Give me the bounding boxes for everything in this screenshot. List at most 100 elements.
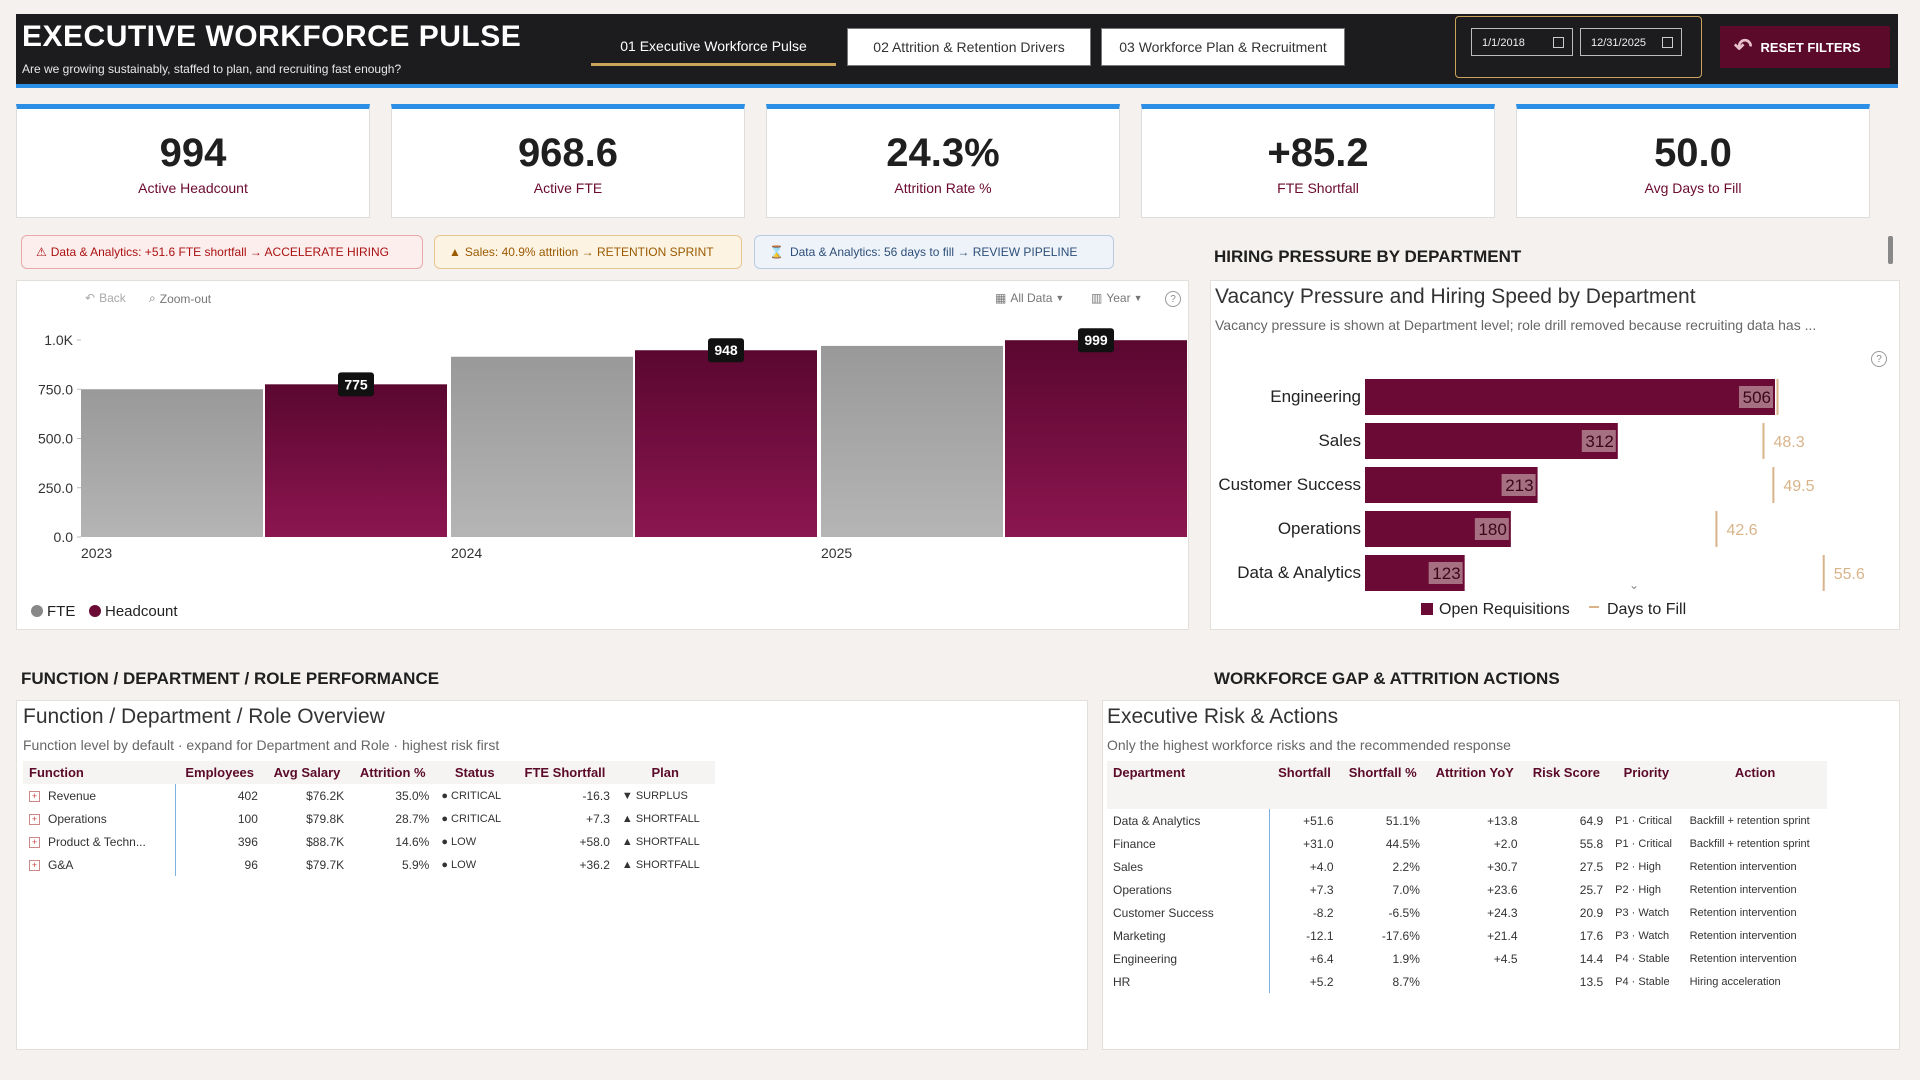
hiring-pressure-panel: Vacancy Pressure and Hiring Speed by Dep… [1210,280,1900,630]
reset-filters-button[interactable]: ↶ RESET FILTERS [1720,26,1890,68]
x-tick-label: 2023 [81,545,112,561]
headcount-bar[interactable] [1005,340,1187,537]
chevron-down-icon[interactable]: ⌄ [1629,578,1639,592]
fte-bar[interactable] [81,389,263,537]
category-label: Sales [1318,431,1361,450]
table-cell: P3 · Watch [1615,929,1670,942]
table-cell: 14.6% [395,834,430,849]
risk-table-subtitle: Only the highest workforce risks and the… [1107,737,1511,753]
kpi-value: 24.3% [886,131,1000,175]
table-row[interactable]: + Revenue 402 $76.2K 35.0% ● CRITICAL -16.3 ▼ S… [23,784,715,807]
kpi-label: Active Headcount [138,180,248,196]
fte-bar[interactable] [451,356,633,537]
table-row[interactable]: + Product & Techn... 396 $88.7K 14.6% ● LOW +5… [23,830,715,853]
function-table-subtitle: Function level by default · expand for D… [23,737,500,753]
column-header[interactable]: Employees [175,761,264,784]
alert-attrition[interactable]: ▲ Sales: 40.9% attrition → RETENTION SPRI… [434,235,742,269]
date-range-filter [1455,16,1702,78]
table-row[interactable]: Data & Analytics +51.6 51.1% +13.8 64.9 P1 · … [1107,809,1827,832]
bar-value-label: 312 [1585,432,1613,451]
table-cell: 96 [244,857,258,872]
open-requisitions-bar[interactable] [1365,423,1618,459]
table-cell: -6.5% [1388,905,1420,920]
table-cell: Backfill + retention sprint [1689,837,1810,850]
expand-icon[interactable]: + [29,859,40,871]
table-cell: +23.6 [1487,882,1518,897]
open-requisitions-bar[interactable] [1365,379,1775,415]
headcount-bar[interactable] [265,384,447,537]
headcount-bar[interactable] [635,350,817,537]
end-date-input[interactable]: 12/31/2025 [1580,28,1682,56]
column-header[interactable]: Attrition % [350,761,436,784]
risk-table: Department Shortfall Shortfall % Attrition … [1107,761,1827,993]
scrollbar-thumb[interactable] [1888,236,1893,264]
alert-days-to-fill[interactable]: ⌛ Data & Analytics: 56 days to fill → REV… [754,235,1114,269]
kpi-label: Active FTE [533,180,603,196]
table-cell: +2.0 [1493,836,1518,851]
tab-executive-workforce-pulse[interactable]: 01 Executive Workforce Pulse [591,28,836,66]
department-cell: Sales [1107,855,1270,878]
table-cell: -16.3 [582,788,610,803]
year-dropdown[interactable]: ▥ Year ▼ [1091,291,1143,305]
table-row[interactable]: HR +5.2 8.7% 13.5 P4 · Stable Hiring accelera… [1107,970,1827,993]
table-cell: 20.9 [1579,905,1604,920]
all-data-dropdown[interactable]: ▦ All Data ▼ [995,291,1064,305]
column-header[interactable]: Department [1107,761,1270,809]
column-header[interactable]: Action [1683,761,1827,809]
legend-label: Days to Fill [1607,601,1686,618]
help-icon[interactable]: ? [1165,291,1181,307]
days-to-fill-label: 55.6 [1834,566,1865,583]
expand-icon[interactable]: + [29,836,40,848]
column-header[interactable]: Shortfall % [1339,761,1426,809]
bar-value-label: 506 [1743,388,1771,407]
alert-text: Data & Analytics: +51.6 FTE shortfall → … [50,245,389,259]
tab-attrition-retention-drivers[interactable]: 02 Attrition & Retention Drivers [847,28,1091,66]
column-header[interactable]: Function [23,761,176,784]
expand-icon[interactable]: + [29,813,40,825]
header-accent-line [16,84,1898,88]
table-cell: +4.0 [1309,859,1334,874]
department-cell: HR [1107,970,1270,993]
bar-value-box [1581,430,1616,452]
bar-value-label: 213 [1505,476,1533,495]
help-icon[interactable]: ? [1871,351,1887,367]
table-cell: 100 [237,811,258,826]
table-cell: $76.2K [306,788,345,803]
column-header[interactable]: Priority [1609,761,1684,809]
alert-fte-shortfall[interactable]: ⚠ Data & Analytics: +51.6 FTE shortfall →… [21,235,423,269]
table-cell: ● CRITICAL [441,789,502,802]
magnifier-icon: ⌕ [149,291,156,305]
function-cell: + G&A [23,853,176,876]
department-cell: Finance [1107,832,1270,855]
table-cell: $79.7K [306,857,345,872]
department-cell: Customer Success [1107,901,1270,924]
kpi-value: 968.6 [517,131,619,175]
table-row[interactable]: Operations +7.3 7.0% +23.6 25.7 P2 · High Rete… [1107,878,1827,901]
table-cell: 5.9% [401,857,430,872]
table-row[interactable]: Sales +4.0 2.2% +30.7 27.5 P2 · High Retention… [1107,855,1827,878]
table-cell: 396 [237,834,258,849]
expand-icon[interactable]: + [29,790,40,802]
table-cell: 7.0% [1392,882,1420,897]
fte-bar[interactable] [821,345,1003,537]
table-cell: 35.0% [395,788,430,803]
column-header[interactable]: Plan [615,761,715,784]
column-header[interactable]: Attrition YoY [1425,761,1524,809]
table-row[interactable]: + G&A 96 $79.7K 5.9% ● LOW +36.2 ▲ SHORTFALL [23,853,715,876]
table-row[interactable]: Finance +31.0 44.5% +2.0 55.8 P1 · Critical Ba… [1107,832,1827,855]
column-header[interactable]: Status [435,761,515,784]
table-row[interactable]: + Operations 100 $79.8K 28.7% ● CRITICAL +7.3 ▲… [23,807,715,830]
start-date-input[interactable]: 1/1/2018 [1471,28,1573,56]
column-header[interactable]: Risk Score [1523,761,1610,809]
column-header[interactable]: Avg Salary [263,761,351,784]
table-cell: ▼ SURPLUS [621,789,688,802]
zoom-out-button[interactable]: ⌕ Zoom-out [149,291,211,306]
column-header[interactable]: FTE Shortfall [514,761,616,784]
tab-workforce-plan-recruitment[interactable]: 03 Workforce Plan & Recruitment [1101,28,1345,66]
table-row[interactable]: Customer Success -8.2 -6.5% +24.3 20.9 P3 · W… [1107,901,1827,924]
column-header[interactable]: Shortfall [1269,761,1340,809]
bar-value-box [1739,386,1773,408]
back-button[interactable]: ↶ Back [85,291,126,305]
table-row[interactable]: Engineering +6.4 1.9% +4.5 14.4 P4 · Stable Re… [1107,947,1827,970]
table-row[interactable]: Marketing -12.1 -17.6% +21.4 17.6 P3 · Watch R… [1107,924,1827,947]
